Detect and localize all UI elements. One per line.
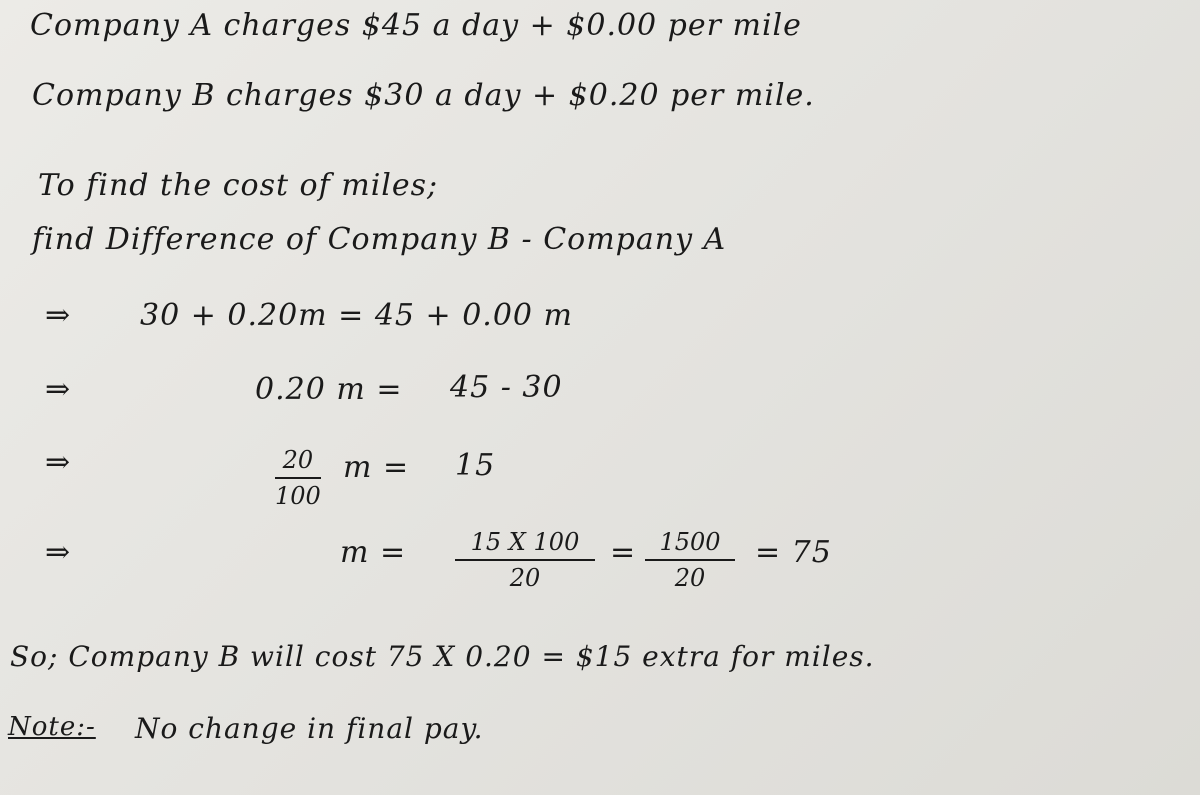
implies-arrow-icon: ⇒ (45, 535, 71, 570)
step-3-rest: m = (343, 450, 410, 485)
denominator: 20 (674, 564, 706, 592)
intro-line: To find the cost of miles; (38, 168, 439, 203)
step-4-fraction-1: 15 X 100 20 (455, 528, 595, 592)
implies-arrow-icon: ⇒ (45, 298, 71, 333)
company-a-line: Company A charges $45 a day + $0.00 per … (30, 8, 802, 43)
step-4-result: = 75 (755, 535, 832, 570)
fraction-bar (645, 559, 735, 561)
conclusion-line: So; Company B will cost 75 X 0.20 = $15 … (10, 640, 875, 673)
note-text: No change in final pay. (135, 712, 484, 745)
method-line: find Difference of Company B - Company A (32, 222, 727, 257)
step-4-left: m = (340, 535, 407, 570)
note-label: Note:- (8, 712, 96, 742)
step-1-equation: 30 + 0.20m = 45 + 0.00 m (140, 298, 573, 333)
denominator: 20 (509, 564, 541, 592)
numerator: 15 X 100 (470, 528, 580, 556)
numerator: 1500 (659, 528, 721, 556)
denominator: 100 (275, 482, 321, 510)
step-4-fraction-2: 1500 20 (645, 528, 735, 592)
step-2-left: 0.20 m = (255, 372, 403, 407)
implies-arrow-icon: ⇒ (45, 445, 71, 480)
fraction-bar (275, 477, 321, 479)
fraction-bar (455, 559, 595, 561)
numerator: 20 (282, 446, 314, 474)
implies-arrow-icon: ⇒ (45, 372, 71, 407)
step-2-right: 45 - 30 (450, 370, 563, 405)
step-3-right: 15 (455, 448, 496, 483)
step-4-equals: = (610, 535, 637, 570)
step-3-fraction: 20 100 (275, 446, 321, 510)
company-b-line: Company B charges $30 a day + $0.20 per … (32, 78, 815, 113)
